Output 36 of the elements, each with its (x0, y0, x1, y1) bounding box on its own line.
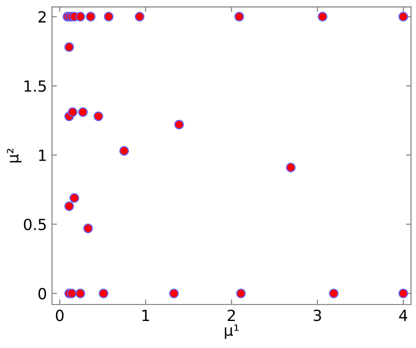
point (119, 146, 129, 156)
point (78, 107, 88, 117)
point (64, 201, 74, 212)
x-tick-label: 4 (399, 310, 408, 321)
x-axis-title: μ¹ (224, 324, 239, 339)
point (68, 107, 78, 117)
point (169, 288, 179, 298)
point (104, 12, 114, 22)
point (328, 288, 339, 298)
x-tick-label: 0 (56, 310, 64, 322)
point (94, 111, 104, 122)
point (134, 12, 144, 22)
point (69, 193, 80, 203)
point (76, 12, 86, 22)
point (66, 288, 77, 298)
y-axis-title: μ² (6, 148, 22, 162)
x-tick-label: 3 (314, 310, 322, 322)
point (236, 288, 246, 298)
point (286, 162, 296, 172)
x-tick-label: 1 (142, 310, 150, 321)
x-tick-label: 2 (228, 310, 235, 321)
point (234, 12, 244, 22)
point (64, 42, 74, 52)
point (83, 224, 93, 234)
y-tick-label: 0 (38, 288, 46, 300)
y-tick-label: 1.5 (24, 80, 46, 92)
point (86, 12, 96, 22)
point (318, 12, 328, 22)
point (76, 288, 86, 298)
point (98, 288, 108, 298)
y-tick-label: 1 (39, 150, 46, 161)
point (174, 120, 184, 130)
point (398, 12, 408, 22)
y-tick-label: 0.5 (24, 218, 46, 230)
point (398, 288, 408, 298)
y-tick-label: 2 (38, 11, 46, 22)
